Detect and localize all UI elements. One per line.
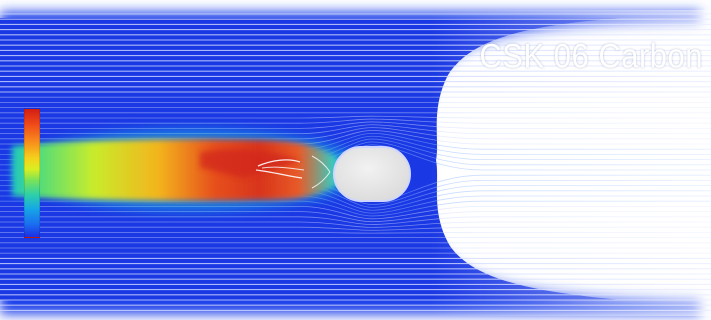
color-legend — [14, 90, 94, 260]
legend-header — [18, 90, 90, 102]
legend-footer — [20, 242, 90, 256]
legend-color-bar — [24, 108, 40, 238]
object-cross-section — [333, 146, 411, 202]
wake-region — [12, 130, 365, 210]
legend-labels — [41, 106, 93, 236]
title-overlay: CSK 06 Carbon — [479, 36, 703, 76]
right-fade — [430, 10, 711, 316]
